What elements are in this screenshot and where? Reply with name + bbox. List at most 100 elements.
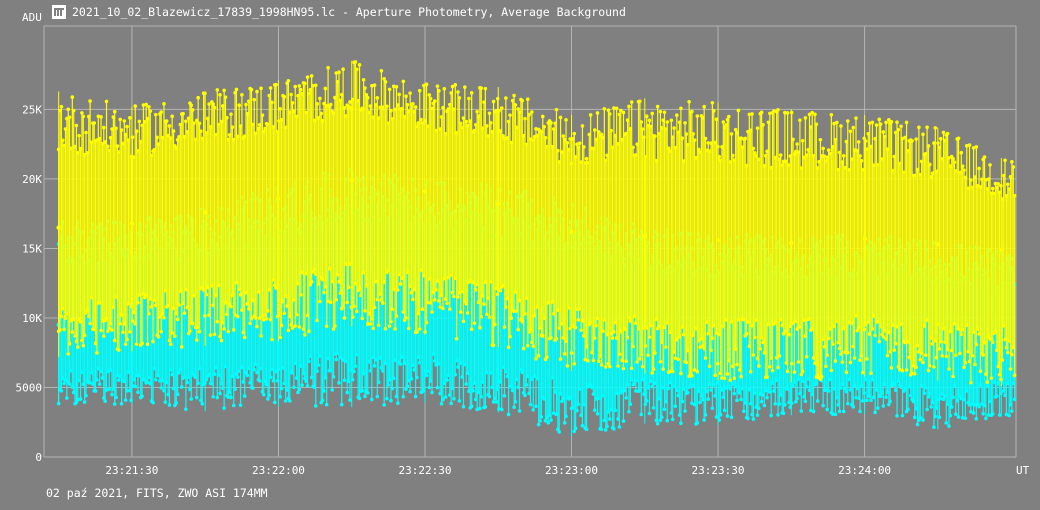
data-point xyxy=(729,132,734,136)
data-point xyxy=(794,399,798,404)
data-point xyxy=(331,327,336,331)
data-point xyxy=(386,382,391,387)
data-point xyxy=(672,126,676,130)
data-point xyxy=(106,329,110,334)
x-tick-label: 23:23:30 xyxy=(692,464,745,477)
data-point xyxy=(348,398,352,402)
data-point xyxy=(830,342,835,346)
data-point xyxy=(136,300,140,305)
data-point xyxy=(624,359,629,363)
data-point xyxy=(945,131,950,136)
data-point xyxy=(612,106,616,110)
data-point xyxy=(268,86,273,90)
data-point xyxy=(584,427,589,432)
data-point xyxy=(458,310,463,314)
data-point xyxy=(673,404,678,409)
data-point xyxy=(225,115,229,120)
data-point xyxy=(781,411,786,416)
data-point xyxy=(319,111,324,116)
data-point xyxy=(895,120,899,125)
data-point xyxy=(687,99,691,104)
data-point xyxy=(65,396,69,400)
data-point xyxy=(354,67,359,72)
data-point xyxy=(353,364,358,368)
data-point xyxy=(194,395,199,400)
data-point xyxy=(389,108,393,113)
data-point xyxy=(342,105,347,110)
data-point xyxy=(501,134,505,138)
data-point xyxy=(799,372,804,377)
data-point xyxy=(564,118,568,122)
data-point xyxy=(770,368,775,373)
data-point xyxy=(318,299,322,304)
data-point xyxy=(855,328,860,333)
data-point xyxy=(885,353,890,358)
data-point xyxy=(675,113,679,117)
data-point xyxy=(573,325,578,330)
data-point xyxy=(800,138,805,143)
data-point xyxy=(608,112,612,116)
data-point xyxy=(858,358,862,363)
data-point xyxy=(810,110,815,115)
data-point xyxy=(551,411,556,415)
data-point xyxy=(974,416,979,421)
data-point xyxy=(208,333,213,337)
data-point xyxy=(391,376,396,381)
data-point xyxy=(990,186,995,191)
data-point xyxy=(833,412,838,417)
data-point xyxy=(390,386,395,391)
data-point xyxy=(1010,409,1014,413)
data-point xyxy=(947,424,951,428)
data-point xyxy=(305,384,310,388)
data-point xyxy=(796,360,801,364)
data-point xyxy=(375,394,380,399)
data-point xyxy=(66,351,71,356)
data-point xyxy=(292,385,296,390)
data-point xyxy=(542,124,546,129)
app-logo-icon[interactable] xyxy=(52,5,66,19)
data-point xyxy=(179,385,184,389)
data-point xyxy=(800,369,805,374)
data-point xyxy=(117,348,121,352)
data-point xyxy=(237,103,241,108)
data-point xyxy=(99,115,103,119)
data-point xyxy=(130,319,135,323)
data-point xyxy=(947,156,951,160)
data-point xyxy=(408,91,412,95)
data-point xyxy=(264,316,269,321)
data-point xyxy=(683,409,687,413)
data-point xyxy=(252,97,257,102)
data-point xyxy=(650,111,655,116)
data-point xyxy=(506,412,511,417)
data-point xyxy=(80,111,84,115)
data-point xyxy=(710,100,715,105)
data-point xyxy=(785,111,790,115)
data-point xyxy=(364,93,369,97)
data-point xyxy=(307,359,311,364)
data-point xyxy=(647,411,652,416)
data-point xyxy=(1004,412,1009,417)
data-point xyxy=(725,414,730,418)
data-point xyxy=(309,74,314,78)
data-point xyxy=(572,131,577,136)
data-point xyxy=(427,93,432,97)
data-point xyxy=(498,288,503,293)
data-point xyxy=(170,114,174,119)
data-point xyxy=(962,168,966,172)
data-point xyxy=(171,129,176,133)
data-point xyxy=(877,339,882,344)
data-point xyxy=(465,311,470,315)
data-point xyxy=(867,121,872,125)
data-point xyxy=(884,395,888,399)
data-point xyxy=(940,353,944,358)
data-point xyxy=(218,93,222,97)
data-point xyxy=(988,163,992,167)
data-point xyxy=(88,321,92,326)
data-point xyxy=(454,336,459,341)
data-point xyxy=(679,106,683,111)
data-point xyxy=(148,109,153,113)
data-point xyxy=(487,315,492,320)
data-point xyxy=(729,415,734,420)
data-point xyxy=(330,388,334,392)
data-point xyxy=(592,128,597,132)
